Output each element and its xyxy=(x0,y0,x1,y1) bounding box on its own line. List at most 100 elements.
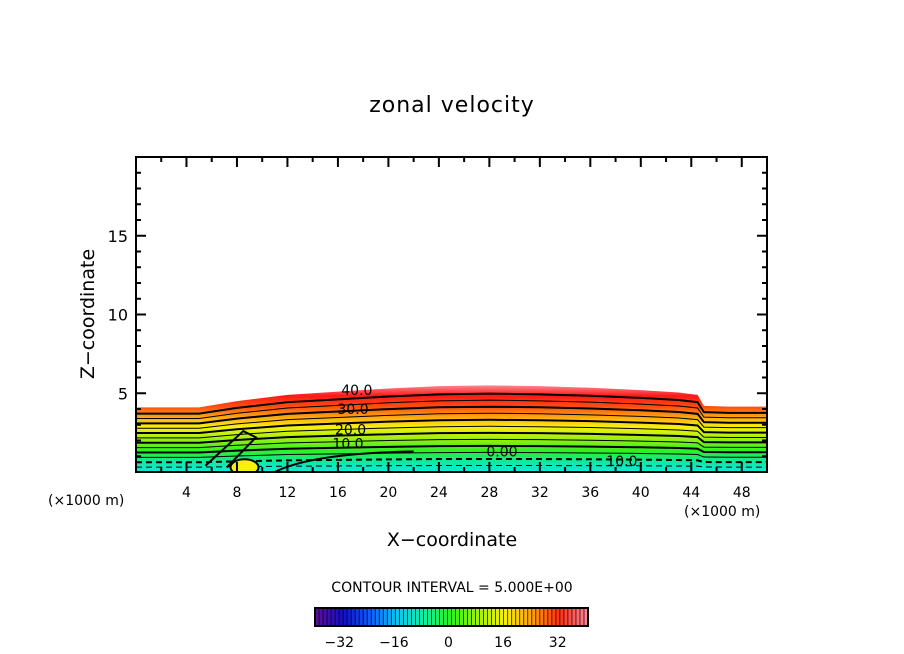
colorbar-stripes xyxy=(314,608,588,626)
x-tick-label: 36 xyxy=(581,485,599,501)
colorbar-swatch xyxy=(363,608,368,626)
colorbar-swatch xyxy=(447,608,452,626)
x-tick-label: 16 xyxy=(329,485,347,501)
contour-label: 20.0 xyxy=(335,422,366,438)
contour-line xyxy=(204,429,258,468)
contour-interval-text: CONTOUR INTERVAL = 5.000E+00 xyxy=(331,580,572,596)
colorbar-tick-label: −16 xyxy=(379,635,409,651)
contour-line xyxy=(136,444,767,454)
colorbar-swatch xyxy=(379,608,384,626)
colorbar-tick-labels: −32 −16 0 16 32 xyxy=(325,635,567,651)
colorbar-swatch xyxy=(375,608,380,626)
colorbar-swatch xyxy=(451,608,456,626)
axis-ticks xyxy=(136,157,767,472)
colorbar-swatch xyxy=(323,608,328,626)
colorbar-swatch xyxy=(439,608,444,626)
x-tick-label: 32 xyxy=(531,485,549,501)
colorbar-swatch xyxy=(391,608,396,626)
colorbar-swatch xyxy=(339,608,344,626)
colorbar-swatch xyxy=(467,608,472,626)
colorbar-swatch xyxy=(455,608,460,626)
colorbar-swatch xyxy=(367,608,372,626)
colorbar-swatch xyxy=(335,608,340,626)
contour-label: 10.0 xyxy=(606,454,637,470)
y-tick-label: 10 xyxy=(108,306,128,325)
colorbar-swatch xyxy=(535,608,540,626)
y-tick-label: 5 xyxy=(118,384,128,403)
contour-line xyxy=(136,418,767,435)
x-tick-label: 20 xyxy=(379,485,397,501)
colorbar-tick-label: −32 xyxy=(325,635,355,651)
colorbar-swatch xyxy=(563,608,568,626)
x-tick-label: 48 xyxy=(733,485,751,501)
contour-label: 10.0 xyxy=(332,437,363,453)
colorbar-swatch xyxy=(471,608,476,626)
x-unit-right: (×1000 m) xyxy=(684,504,760,520)
colorbar-swatch xyxy=(327,608,332,626)
colorbar-swatch xyxy=(415,608,420,626)
contour-line xyxy=(136,392,767,415)
colorbar-swatch xyxy=(423,608,428,626)
colorbar-swatch xyxy=(547,608,552,626)
colorbar-swatch xyxy=(359,608,364,626)
colorbar-swatch xyxy=(371,608,376,626)
colorbar-swatch xyxy=(399,608,404,626)
colorbar-tick-label: 0 xyxy=(444,635,453,651)
colorbar-swatch xyxy=(507,608,512,626)
colorbar-swatch xyxy=(407,608,412,626)
colorbar: −32 −16 0 16 32 xyxy=(314,607,589,651)
colorbar-swatch xyxy=(315,608,320,626)
x-tick-label: 4 xyxy=(182,485,191,501)
colorbar-swatch xyxy=(515,608,520,626)
colorbar-swatch xyxy=(459,608,464,626)
colorbar-swatch xyxy=(487,608,492,626)
contour-line xyxy=(136,431,767,444)
colorbar-tick-label: 32 xyxy=(549,635,567,651)
colorbar-swatch xyxy=(491,608,496,626)
x-tick-label: 8 xyxy=(232,485,241,501)
colorbar-swatch xyxy=(519,608,524,626)
colorbar-swatch xyxy=(347,608,352,626)
colorbar-swatch xyxy=(503,608,508,626)
contour-label: 30.0 xyxy=(337,402,368,418)
contour-line xyxy=(136,438,767,449)
contour-line xyxy=(274,450,414,472)
x-tick-label: 44 xyxy=(682,485,700,501)
x-tick-labels: 4 8 12 16 20 24 28 32 36 40 44 48 xyxy=(182,485,751,501)
colorbar-swatch xyxy=(411,608,416,626)
colorbar-swatch xyxy=(319,608,324,626)
colorbar-swatch xyxy=(475,608,480,626)
colorbar-swatch xyxy=(435,608,440,626)
colorbar-swatch xyxy=(343,608,348,626)
colorbar-swatch xyxy=(443,608,448,626)
colorbar-swatch xyxy=(571,608,576,626)
colorbar-swatch xyxy=(483,608,488,626)
colorbar-swatch xyxy=(531,608,536,626)
colorbar-swatch xyxy=(403,608,408,626)
colorbar-swatch xyxy=(387,608,392,626)
colorbar-swatch xyxy=(575,608,580,626)
colorbar-swatch xyxy=(523,608,528,626)
colorbar-swatch xyxy=(499,608,504,626)
colorbar-swatch xyxy=(351,608,356,626)
y-tick-labels: 5 10 15 xyxy=(108,227,128,404)
colorbar-swatch xyxy=(427,608,432,626)
colorbar-swatch xyxy=(395,608,400,626)
contour-line xyxy=(136,464,767,468)
x-tick-label: 24 xyxy=(430,485,448,501)
contour-line xyxy=(136,405,767,425)
colorbar-swatch xyxy=(431,608,436,626)
chart-title: zonal velocity xyxy=(369,93,535,118)
colorbar-swatch xyxy=(463,608,468,626)
colorbar-swatch xyxy=(579,608,584,626)
colorbar-swatch xyxy=(583,608,588,626)
colorbar-frame xyxy=(314,607,589,627)
colorbar-swatch xyxy=(527,608,532,626)
colorbar-swatch xyxy=(555,608,560,626)
colorbar-swatch xyxy=(383,608,388,626)
contour-line xyxy=(136,399,767,419)
colorbar-swatch xyxy=(479,608,484,626)
